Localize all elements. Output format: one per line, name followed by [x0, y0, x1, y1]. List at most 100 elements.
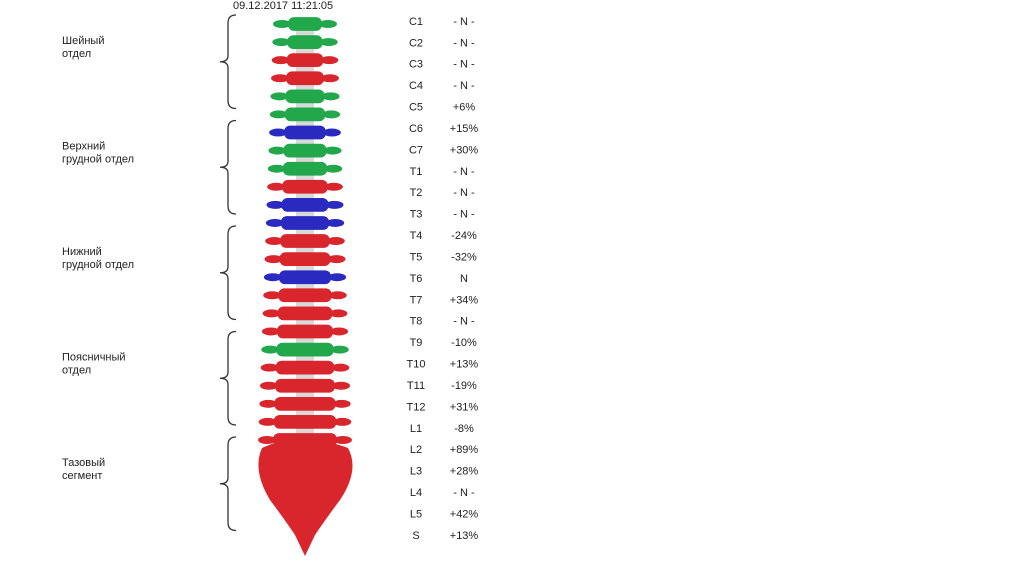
vertebra-label: T7 — [410, 294, 423, 306]
section-label: Верхний — [62, 141, 105, 153]
vertebra-label: T10 — [407, 359, 426, 371]
vertebra-process — [324, 182, 343, 191]
vertebra-process — [268, 146, 287, 155]
vertebra-process — [271, 56, 290, 65]
sacrum — [258, 439, 353, 556]
vertebra-process — [263, 291, 282, 300]
vertebra-value: +30% — [450, 144, 479, 156]
vertebra-body — [280, 234, 330, 248]
vertebra-value: N — [460, 273, 468, 285]
vertebra-process — [266, 200, 285, 209]
vertebra-value: - N - — [453, 316, 475, 328]
vertebra-process — [269, 110, 288, 119]
vertebra-value: +13% — [450, 530, 479, 542]
vertebra-process — [330, 327, 349, 336]
vertebra-value: - N - — [453, 80, 475, 92]
vertebra-value: -10% — [451, 337, 477, 349]
vertebra-label: C5 — [409, 102, 423, 114]
vertebra-value: -19% — [451, 380, 477, 392]
vertebra-process — [326, 237, 345, 246]
vertebra-process — [261, 327, 280, 336]
vertebra-label: C1 — [409, 16, 423, 28]
vertebra-label: L3 — [410, 466, 422, 478]
vertebra-label: T2 — [410, 187, 423, 199]
vertebra-label: T6 — [410, 273, 423, 285]
vertebra-process — [265, 218, 284, 227]
vertebra-value: +15% — [450, 123, 479, 135]
section-label: грудной отдел — [62, 259, 134, 271]
vertebra-body — [276, 342, 334, 357]
vertebra-body — [282, 161, 328, 176]
vertebra-label: C3 — [409, 59, 423, 71]
vertebra-label: T11 — [407, 380, 425, 392]
vertebra-value: - N - — [453, 166, 475, 178]
vertebra-body — [275, 378, 335, 393]
vertebra-label: C2 — [409, 37, 423, 49]
vertebra-label: S — [412, 530, 419, 542]
vertebra-process — [329, 309, 348, 318]
vertebra-value: - N - — [453, 187, 475, 199]
vertebra-body — [280, 216, 330, 230]
vertebra-label: T1 — [410, 166, 423, 178]
vertebra-label: C7 — [409, 144, 423, 156]
vertebra-label: T9 — [410, 337, 423, 349]
section-label: Поясничный — [62, 352, 126, 364]
vertebra-value: - N - — [453, 209, 475, 221]
vertebra-process — [260, 381, 278, 390]
vertebra-process — [332, 381, 350, 390]
brace — [219, 436, 237, 532]
vertebra-body — [273, 415, 337, 429]
section-label: грудной отдел — [62, 154, 134, 166]
vertebra-process — [270, 92, 289, 101]
brace — [219, 119, 237, 215]
vertebra-process — [321, 92, 340, 101]
vertebra-body — [277, 306, 333, 321]
vertebra-process — [324, 164, 343, 173]
brace — [219, 330, 237, 426]
vertebra-label: L2 — [410, 444, 422, 456]
vertebra-process — [333, 436, 352, 444]
vertebra-process — [260, 363, 279, 372]
vertebra-body — [285, 89, 325, 104]
vertebra-process — [267, 182, 286, 191]
vertebra-value: +31% — [450, 401, 479, 413]
vertebra-process — [323, 146, 342, 155]
vertebra-process — [269, 128, 288, 137]
vertebra-value: - N - — [453, 59, 475, 71]
vertebra-process — [262, 309, 281, 318]
vertebra-body — [286, 53, 324, 68]
vertebra-process — [325, 200, 344, 209]
vertebra-process — [264, 255, 283, 264]
vertebra-process — [327, 255, 346, 264]
vertebra-process — [328, 291, 347, 300]
vertebra-process — [272, 38, 291, 47]
section-label: отдел — [62, 365, 91, 377]
vertebra-label: L4 — [410, 487, 422, 499]
vertebra-process — [258, 436, 277, 444]
vertebra-label: T4 — [410, 230, 423, 242]
vertebra-process — [322, 110, 341, 119]
vertebra-value: - N - — [453, 16, 475, 28]
section-label: отдел — [62, 48, 91, 60]
vertebra-label: C6 — [409, 123, 423, 135]
vertebra-value: -24% — [451, 230, 477, 242]
section-label: сегмент — [62, 470, 102, 482]
vertebra-value: +42% — [450, 508, 479, 520]
vertebra-value: +6% — [453, 102, 476, 114]
vertebra-body — [283, 143, 327, 158]
vertebra-label: L1 — [410, 423, 422, 435]
vertebra-process — [328, 273, 347, 282]
section-label: Нижний — [62, 246, 102, 258]
vertebra-process — [267, 164, 286, 173]
brace — [219, 225, 237, 321]
vertebra-process — [332, 399, 351, 408]
vertebra-process — [333, 417, 352, 426]
vertebra-process — [259, 399, 278, 408]
vertebra-process — [319, 38, 338, 47]
section-label: Тазовый — [62, 457, 105, 469]
vertebra-process — [322, 128, 341, 137]
vertebra-label: T8 — [410, 316, 423, 328]
vertebra-body — [278, 288, 332, 303]
vertebra-label: T3 — [410, 209, 423, 221]
section-label: Шейный — [62, 35, 104, 47]
